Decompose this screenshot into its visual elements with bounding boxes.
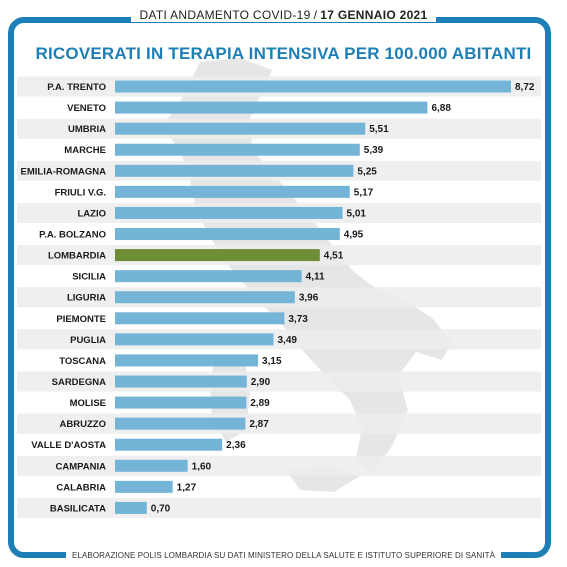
value-label: 2,89 <box>250 398 270 409</box>
category-label: SICILIA <box>72 272 106 283</box>
value-label: 3,49 <box>277 335 297 346</box>
value-label: 1,60 <box>192 461 212 472</box>
category-label: EMILIA-ROMAGNA <box>21 166 107 177</box>
category-label: VALLE D'AOSTA <box>31 440 106 451</box>
value-label: 3,73 <box>288 314 308 325</box>
category-label: UMBRIA <box>68 124 106 135</box>
bar <box>115 417 246 430</box>
bar <box>115 270 302 283</box>
value-label: 2,36 <box>226 440 246 451</box>
category-label: SARDEGNA <box>52 377 107 388</box>
value-label: 3,15 <box>262 356 282 367</box>
category-label: PIEMONTE <box>56 314 106 325</box>
bar <box>115 122 366 135</box>
row-band <box>17 497 541 518</box>
footer: ELABORAZIONE POLIS LOMBARDIA SU DATI MIN… <box>0 551 567 565</box>
bar <box>115 185 350 198</box>
value-label: 5,01 <box>347 208 367 219</box>
category-label: PUGLIA <box>70 335 106 346</box>
bar <box>115 164 354 177</box>
category-label: BASILICATA <box>50 503 106 514</box>
value-label: 4,11 <box>306 272 325 283</box>
bar <box>115 333 274 346</box>
value-label: 2,87 <box>249 419 269 430</box>
category-label: FRIULI V.G. <box>55 187 106 198</box>
value-label: 1,27 <box>177 482 197 493</box>
value-label: 5,39 <box>364 145 384 156</box>
header-text: DATI ANDAMENTO COVID-19/17 GENNAIO 2021 <box>131 8 436 22</box>
bar <box>115 501 147 514</box>
value-label: 3,96 <box>299 293 319 304</box>
bar <box>115 249 320 262</box>
bar <box>115 291 295 304</box>
category-label: CAMPANIA <box>56 461 107 472</box>
category-label: LAZIO <box>78 208 107 219</box>
category-label: MARCHE <box>64 145 106 156</box>
bar <box>115 228 340 241</box>
value-label: 5,17 <box>354 187 374 198</box>
source-note: ELABORAZIONE POLIS LOMBARDIA SU DATI MIN… <box>65 551 502 565</box>
bar <box>115 354 259 367</box>
value-label: 5,25 <box>357 166 377 177</box>
header-subtitle: DATI ANDAMENTO COVID-19 <box>139 8 311 22</box>
value-label: 2,90 <box>251 377 271 388</box>
category-label: LOMBARDIA <box>48 251 106 262</box>
category-label: LIGURIA <box>67 293 106 304</box>
category-label: MOLISE <box>70 398 106 409</box>
value-label: 8,72 <box>515 82 535 93</box>
header: DATI ANDAMENTO COVID-19/17 GENNAIO 2021 <box>0 0 567 30</box>
bar <box>115 101 428 114</box>
value-label: 4,51 <box>324 251 344 262</box>
category-label: ABRUZZO <box>60 419 106 430</box>
category-label: CALABRIA <box>56 482 106 493</box>
category-label: P.A. BOLZANO <box>39 230 106 241</box>
value-label: 4,95 <box>344 230 364 241</box>
value-label: 0,70 <box>151 503 171 514</box>
value-label: 5,51 <box>369 124 389 135</box>
category-label: TOSCANA <box>59 356 106 367</box>
bar <box>115 143 360 156</box>
bar <box>115 375 247 388</box>
bar <box>115 396 247 409</box>
bar <box>115 459 188 472</box>
header-separator: / <box>313 8 318 22</box>
value-label: 6,88 <box>431 103 451 114</box>
category-label: P.A. TRENTO <box>47 82 106 93</box>
bar <box>115 312 285 325</box>
bar <box>115 480 173 493</box>
bar <box>115 206 343 219</box>
header-date: 17 GENNAIO 2021 <box>320 8 428 22</box>
bar <box>115 80 511 93</box>
bar <box>115 438 223 451</box>
chart-title: RICOVERATI IN TERAPIA INTENSIVA PER 100.… <box>35 44 532 63</box>
category-label: VENETO <box>67 103 106 114</box>
